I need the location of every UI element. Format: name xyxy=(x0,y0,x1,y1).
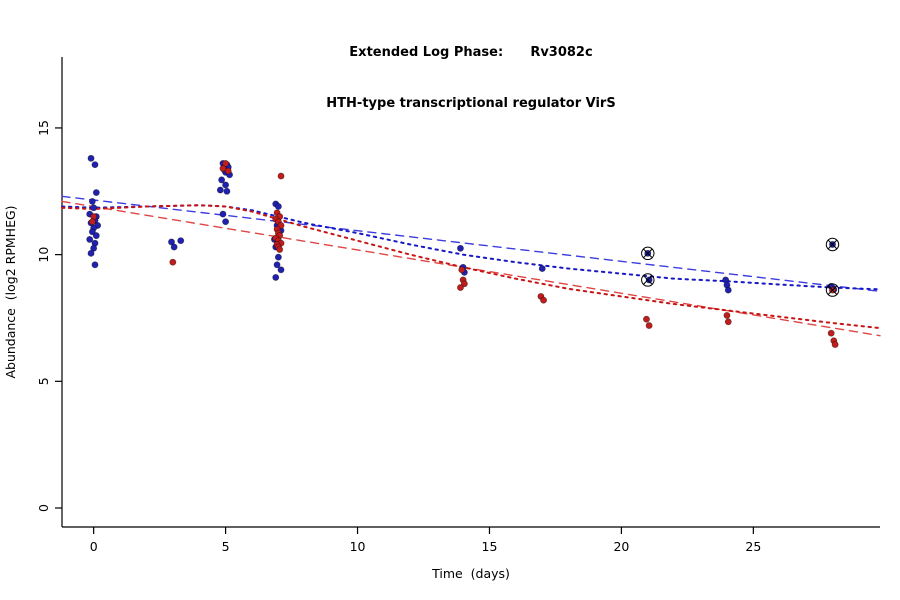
chart-title-line1: Extended Log Phase: Rv3082c xyxy=(349,45,593,60)
blue-condition-point xyxy=(168,238,175,246)
blue-condition-point xyxy=(277,266,285,274)
blue-condition-point xyxy=(273,261,281,269)
outlier-marker-x xyxy=(827,285,838,295)
x-tick-label: 20 xyxy=(613,539,629,554)
blue-condition-point xyxy=(88,197,96,205)
red-condition-point xyxy=(460,280,468,288)
red-condition-point xyxy=(723,311,731,319)
outlier-marker-x xyxy=(643,275,653,285)
red-condition-point xyxy=(456,284,464,292)
red-condition-point xyxy=(827,329,835,337)
y-axis-label: Abundance (log2 RPMHEG) xyxy=(3,205,18,378)
blue-condition-point xyxy=(645,276,653,284)
outlier-marker-circle xyxy=(825,283,840,297)
red-condition-point xyxy=(88,218,96,226)
blue-condition-point xyxy=(222,181,230,189)
blue-condition-point xyxy=(219,210,227,218)
blue-condition-point xyxy=(90,244,98,252)
red-linear-fit-line xyxy=(61,200,881,337)
y-tick-label: 10 xyxy=(36,247,51,263)
blue-condition-point xyxy=(90,204,98,212)
blue-condition-point xyxy=(92,189,100,197)
blue-condition-point xyxy=(91,261,99,269)
blue-condition-point xyxy=(538,265,546,273)
blue-linear-fit-line xyxy=(61,195,881,293)
y-tick-label: 5 xyxy=(36,377,51,385)
x-tick-label: 5 xyxy=(222,539,230,554)
blue-condition-point xyxy=(91,161,99,169)
blue-condition-point xyxy=(216,186,224,194)
chart-title: Extended Log Phase: Rv3082c HTH-type tra… xyxy=(62,10,880,146)
outlier-marker-circle xyxy=(641,246,655,261)
blue-condition-point xyxy=(87,249,95,257)
y-tick-label: 0 xyxy=(36,504,51,512)
red-condition-point xyxy=(276,246,284,254)
outlier-marker-x xyxy=(827,239,838,250)
red-condition-point xyxy=(222,159,230,167)
red-condition-point xyxy=(724,318,732,326)
y-tick-label: 15 xyxy=(36,120,51,136)
red-condition-point xyxy=(224,167,232,175)
x-tick-label: 15 xyxy=(482,539,498,554)
red-condition-point xyxy=(458,266,466,274)
blue-condition-point xyxy=(222,218,230,226)
blue-condition-point xyxy=(177,237,185,245)
blue-condition-point xyxy=(92,232,100,240)
red-smooth-fit-line xyxy=(61,204,881,330)
blue-condition-point xyxy=(87,154,95,162)
blue-condition-point xyxy=(456,244,464,252)
outlier-marker-circle xyxy=(641,273,655,287)
red-condition-point xyxy=(643,315,650,323)
x-tick-label: 0 xyxy=(90,539,98,554)
blue-condition-point xyxy=(274,253,282,261)
x-tick-label: 25 xyxy=(745,539,761,554)
outlier-marker-x xyxy=(643,248,653,259)
red-condition-point xyxy=(219,165,227,172)
blue-condition-point xyxy=(724,286,732,294)
red-condition-point xyxy=(277,172,285,180)
red-condition-point xyxy=(645,322,653,330)
red-condition-point xyxy=(169,258,177,266)
blue-condition-point xyxy=(86,235,94,243)
blue-condition-point xyxy=(218,176,226,184)
red-condition-point xyxy=(831,341,839,349)
x-axis-label: Time (days) xyxy=(431,566,510,581)
x-tick-label: 10 xyxy=(350,539,366,554)
chart-title-line2: HTH-type transcriptional regulator VirS xyxy=(326,96,616,111)
red-condition-point xyxy=(277,222,285,229)
blue-condition-point xyxy=(272,273,280,281)
blue-condition-point xyxy=(170,243,178,251)
blue-condition-point xyxy=(223,187,231,195)
blue-condition-point xyxy=(88,228,96,236)
outlier-marker-circle xyxy=(825,237,840,252)
blue-condition-point xyxy=(274,203,282,210)
red-condition-point xyxy=(540,296,548,304)
